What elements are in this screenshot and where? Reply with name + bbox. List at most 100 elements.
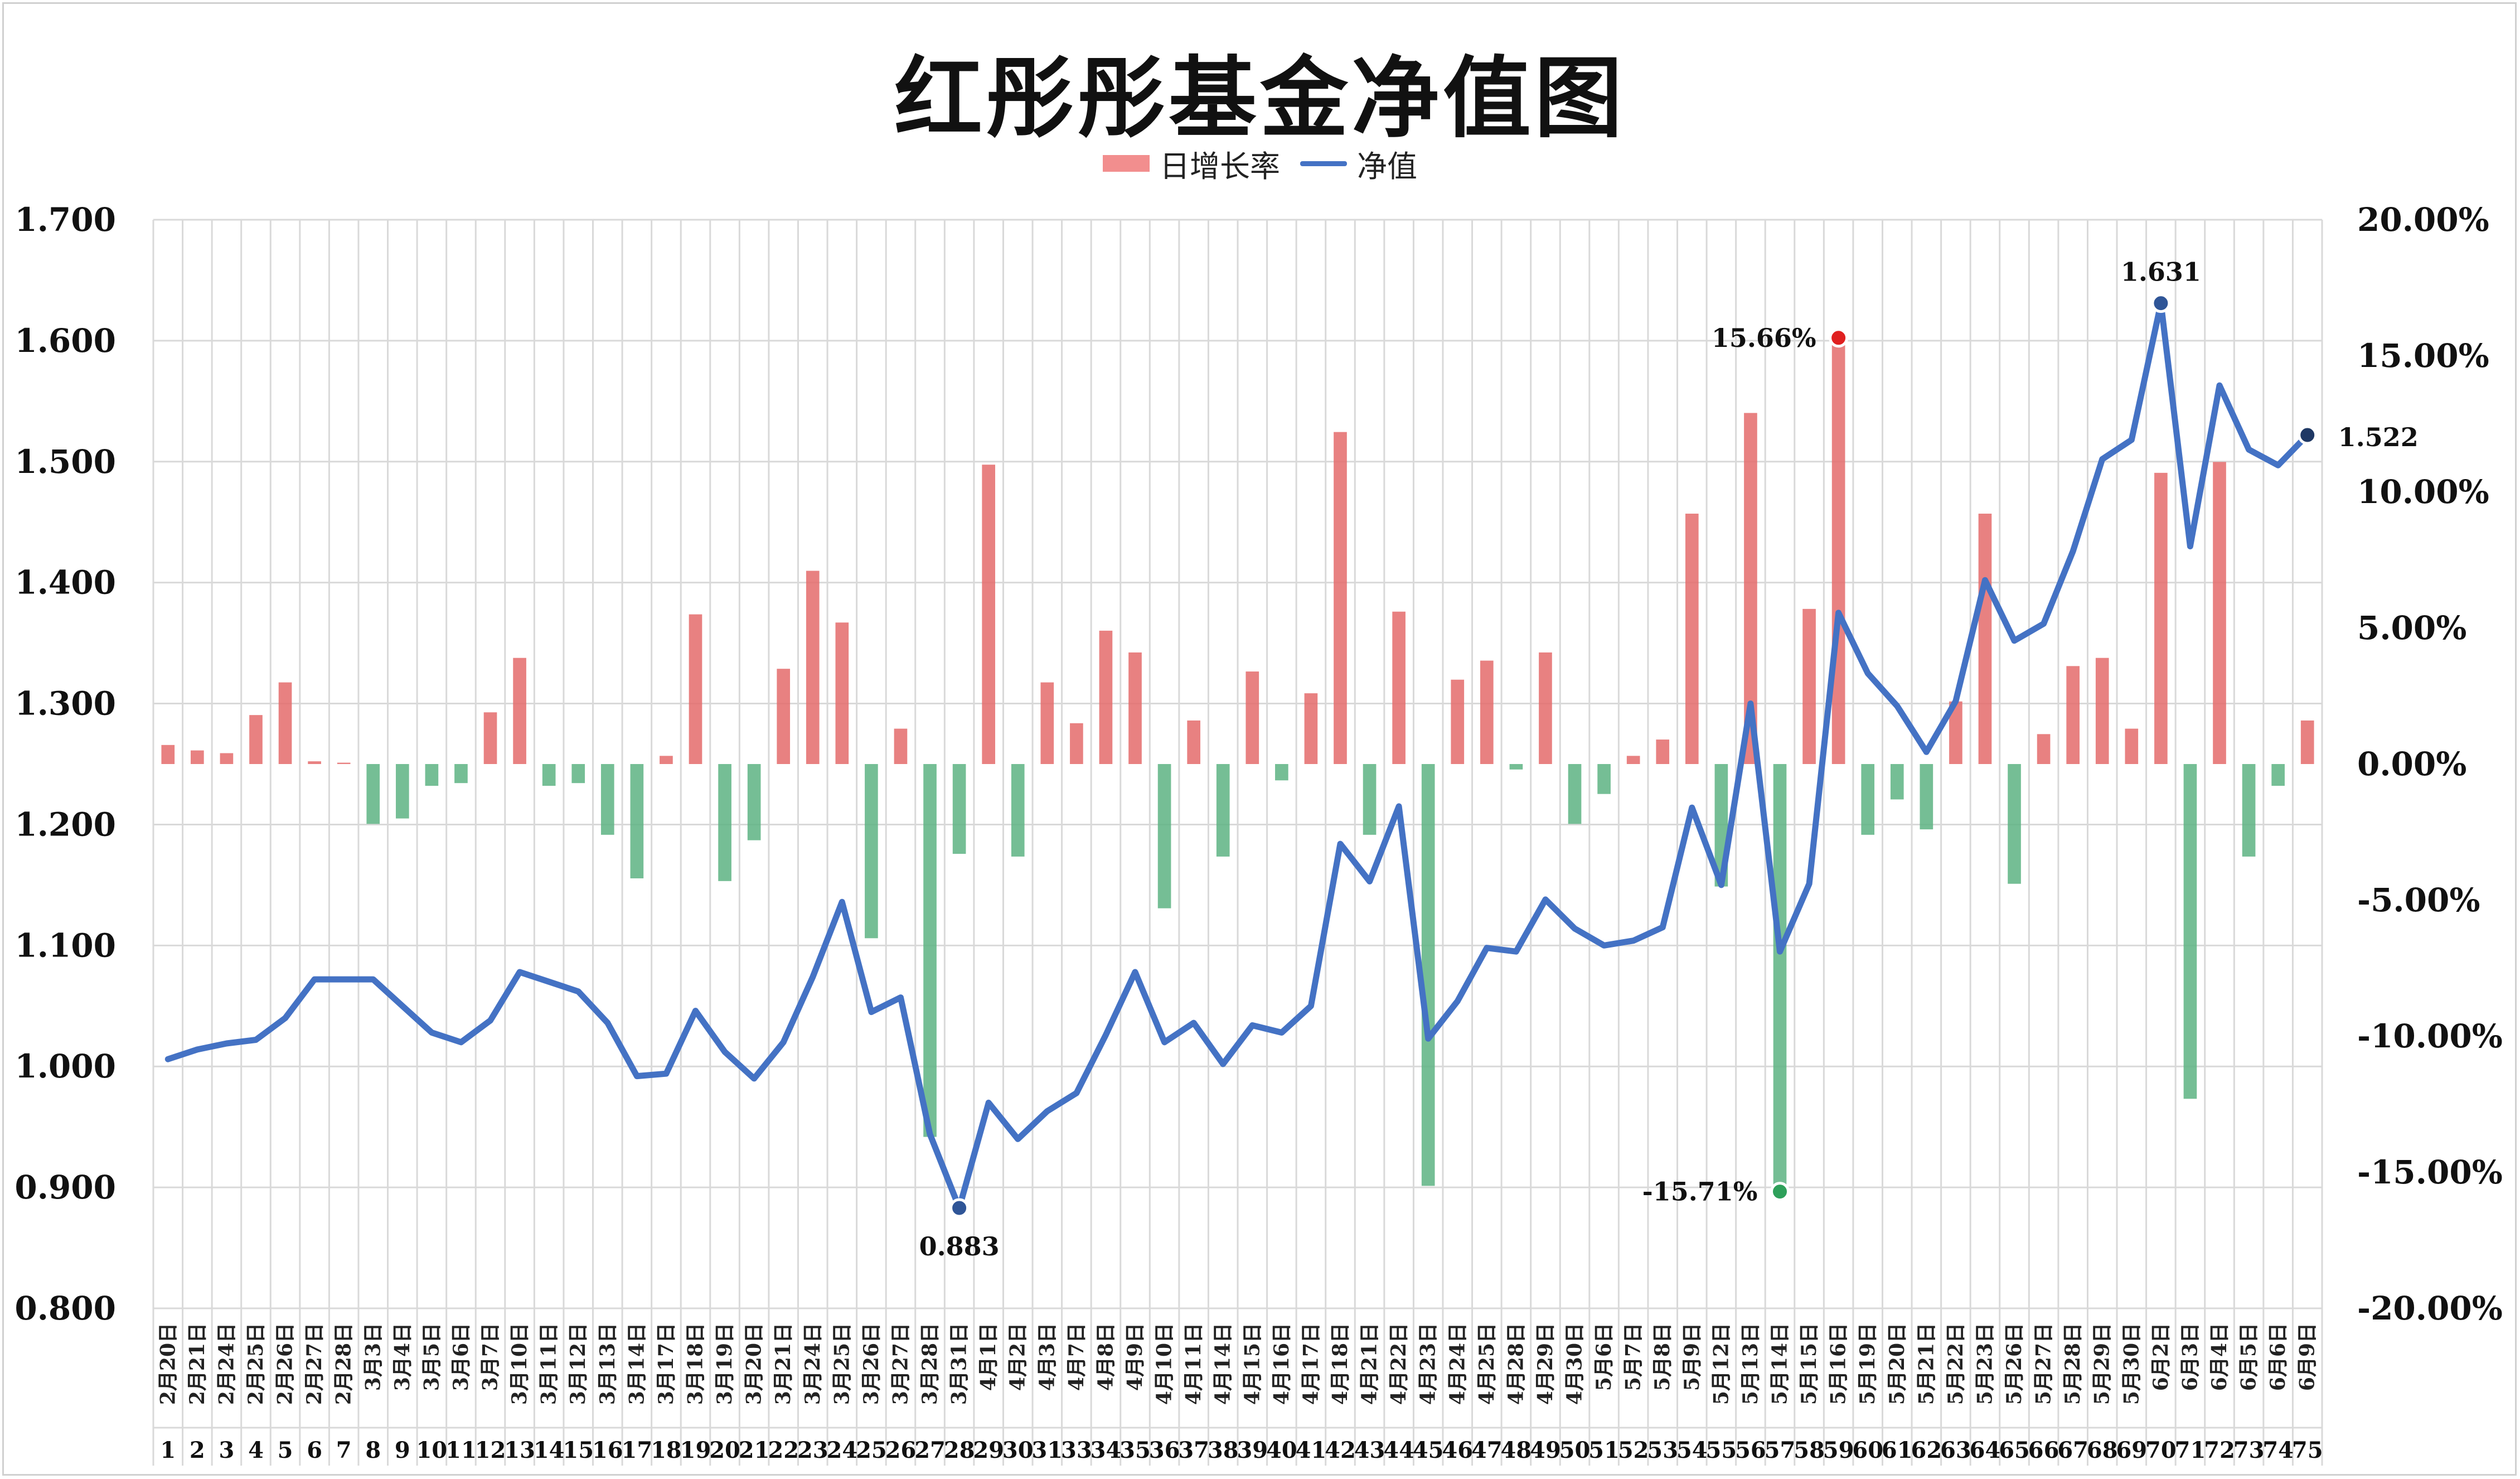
bar (2213, 462, 2226, 764)
x-index-label: 39 (1237, 1437, 1268, 1463)
x-index-label: 53 (1647, 1437, 1678, 1463)
x-index-label: 46 (1442, 1437, 1473, 1463)
x-tick-label: 2月24日 (215, 1323, 238, 1405)
x-index-label: 56 (1735, 1437, 1766, 1463)
x-index-label: 4 (248, 1437, 264, 1463)
bar (1978, 514, 1992, 764)
bar (1949, 701, 1962, 764)
chart-title: 红彤彤基金净值图 (894, 47, 1626, 150)
bar (777, 669, 791, 764)
x-tick-label: 3月27日 (889, 1323, 912, 1405)
x-tick-label: 5月16日 (1827, 1323, 1850, 1405)
x-tick-label: 4月10日 (1153, 1323, 1176, 1405)
x-index-label: 41 (1296, 1437, 1327, 1463)
x-index-label: 70 (2145, 1437, 2177, 1463)
bar-data-label: 15.66% (1712, 323, 1816, 353)
x-index-label: 57 (1765, 1437, 1796, 1463)
x-tick-label: 3月19日 (713, 1323, 736, 1405)
bar (1040, 682, 1054, 764)
x-index-label: 63 (1940, 1437, 1971, 1463)
x-tick-label: 3月21日 (772, 1323, 795, 1405)
x-tick-label: 3月18日 (684, 1323, 707, 1405)
bar (161, 745, 175, 764)
x-tick-label: 3月13日 (596, 1323, 619, 1405)
bar (1157, 764, 1171, 908)
x-tick-label: 2月25日 (244, 1323, 268, 1405)
bar (952, 764, 966, 854)
x-tick-label: 6月6日 (2266, 1323, 2290, 1391)
bar (249, 715, 263, 764)
x-index-label: 37 (1178, 1437, 1209, 1463)
line-data-label: 1.631 (2121, 257, 2201, 287)
x-tick-label: 3月14日 (625, 1323, 648, 1405)
bar (191, 750, 204, 764)
x-tick-label: 2月27日 (303, 1323, 326, 1405)
x-index-label: 18 (651, 1437, 682, 1463)
x-index-label: 11 (445, 1437, 477, 1463)
bar (1802, 608, 1816, 764)
x-index-label: 19 (680, 1437, 711, 1463)
legend-bar-label: 日增长率 (1160, 148, 1280, 184)
x-index-label: 8 (365, 1437, 381, 1463)
bar (1421, 764, 1435, 1186)
left-tick-label: 0.800 (14, 1289, 116, 1327)
bar (600, 764, 614, 835)
bar (2271, 764, 2285, 786)
x-tick-label: 5月9日 (1680, 1323, 1704, 1391)
x-tick-label: 5月7日 (1622, 1323, 1645, 1391)
x-tick-label: 5月8日 (1651, 1323, 1674, 1391)
x-tick-label: 4月1日 (977, 1323, 1000, 1391)
bar (2125, 728, 2139, 764)
bar (1392, 611, 1406, 764)
left-tick-label: 1.200 (14, 805, 116, 843)
bar (865, 764, 878, 939)
x-tick-label: 5月28日 (2061, 1323, 2085, 1405)
bar (1568, 764, 1582, 824)
bar (806, 571, 820, 764)
bar (2242, 764, 2256, 857)
bar (1773, 764, 1787, 1192)
bar (1363, 764, 1377, 835)
x-index-label: 36 (1149, 1437, 1180, 1463)
left-tick-label: 0.900 (14, 1168, 116, 1206)
x-index-label: 45 (1413, 1437, 1444, 1463)
x-index-label: 43 (1354, 1437, 1385, 1463)
x-tick-label: 6月9日 (2296, 1323, 2319, 1391)
x-index-label: 34 (1091, 1437, 1122, 1463)
right-tick-label: 15.00% (2357, 337, 2489, 375)
marker (2298, 425, 2318, 445)
right-tick-label: -10.00% (2357, 1017, 2503, 1055)
x-tick-label: 3月26日 (860, 1323, 883, 1405)
x-tick-label: 4月18日 (1329, 1323, 1352, 1405)
x-tick-label: 3月31日 (948, 1323, 971, 1405)
right-tick-label: -15.00% (2357, 1153, 2503, 1191)
x-index-label: 23 (797, 1437, 828, 1463)
bar (2183, 764, 2197, 1099)
bar (923, 764, 937, 1137)
bar (308, 761, 321, 764)
x-index-label: 24 (827, 1437, 858, 1463)
x-tick-label: 6月3日 (2178, 1323, 2202, 1391)
x-index-label: 3 (219, 1437, 234, 1463)
x-index-label: 47 (1471, 1437, 1503, 1463)
x-index-label: 44 (1383, 1437, 1414, 1463)
bar (835, 622, 849, 764)
x-index-label: 59 (1823, 1437, 1854, 1463)
x-tick-label: 6月5日 (2237, 1323, 2261, 1391)
bar (220, 753, 234, 764)
nav-line (164, 300, 2311, 1211)
x-tick-label: 5月27日 (2032, 1323, 2056, 1405)
bar (894, 728, 908, 764)
right-tick-label: -5.00% (2357, 881, 2480, 919)
x-tick-label: 4月14日 (1211, 1323, 1235, 1405)
x-index-label: 60 (1852, 1437, 1883, 1463)
x-index-label: 30 (1002, 1437, 1034, 1463)
marker (1829, 328, 1849, 348)
x-tick-label: 4月11日 (1182, 1323, 1205, 1405)
bar (1304, 693, 1318, 764)
bar (1216, 764, 1230, 857)
x-index-label: 25 (856, 1437, 887, 1463)
x-tick-label: 4月15日 (1240, 1323, 1264, 1405)
x-tick-label: 4月24日 (1446, 1323, 1469, 1405)
x-index-label: 40 (1266, 1437, 1297, 1463)
